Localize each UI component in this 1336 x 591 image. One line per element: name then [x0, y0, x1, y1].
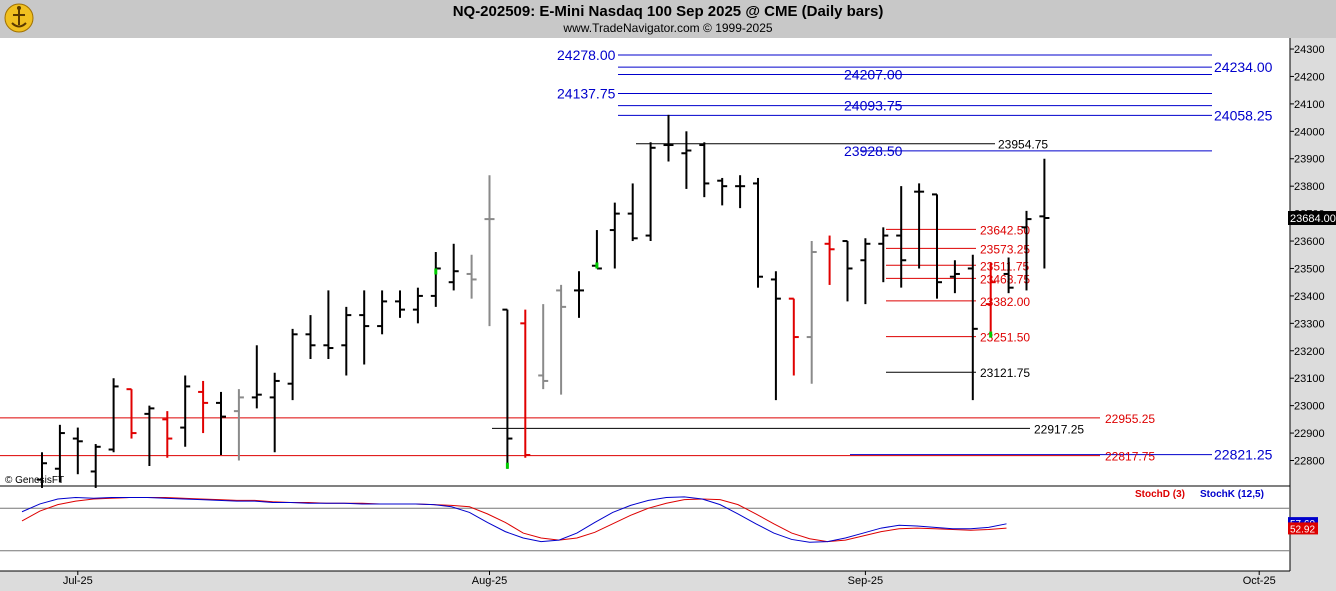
- stoch-d-value: 52.92: [1290, 524, 1315, 535]
- stoch-d-value-tag: [1288, 522, 1318, 535]
- price-levels-layer: 24278.00 24234.00 24207.00 24137.75 24093.75…: [0, 47, 1273, 464]
- price-axis-label: 24200: [1294, 71, 1325, 83]
- price-level-label: 22817.75: [1105, 450, 1155, 464]
- date-axis-label: Sep-25: [848, 575, 883, 587]
- price-axis-label: 23500: [1294, 263, 1325, 275]
- price-axis-label: 23100: [1294, 373, 1325, 385]
- price-level-label: 23573.25: [980, 242, 1030, 256]
- price-axis-label: 23300: [1294, 318, 1325, 330]
- date-axis-label: Oct-25: [1243, 575, 1276, 587]
- price-axis-label: 24000: [1294, 126, 1325, 138]
- price-axis-label: 23400: [1294, 291, 1325, 303]
- chart-title: NQ-202509: E-Mini Nasdaq 100 Sep 2025 @ …: [452, 3, 884, 20]
- price-level-label: 24058.25: [1214, 107, 1273, 123]
- chart-subtitle: www.TradeNavigator.com © 1999-2025: [563, 21, 773, 35]
- price-level-label: 23382.00: [980, 295, 1030, 309]
- last-price-tag: [1288, 211, 1336, 225]
- price-level-label: 24278.00: [557, 47, 616, 63]
- price-axis-label: 22800: [1294, 456, 1325, 468]
- price-level-label: 22821.25: [1214, 447, 1273, 463]
- price-axis-label: 24300: [1294, 44, 1325, 56]
- price-level-label: 23121.75: [980, 366, 1030, 380]
- price-axis-panel: [1290, 38, 1336, 591]
- price-level-label: 24234.00: [1214, 59, 1273, 75]
- price-axis-label: 22900: [1294, 428, 1325, 440]
- price-axis-label: 23800: [1294, 181, 1325, 193]
- tradenavigator-logo-icon: [4, 3, 34, 33]
- price-level-label: 24137.75: [557, 86, 616, 102]
- price-axis: 22800 22900 23000 23100 23200 23300 23400 23500…: [1288, 38, 1336, 571]
- watermark: © GenesisFT: [5, 475, 64, 486]
- chart-header: [0, 0, 1336, 38]
- price-axis-label: 23900: [1294, 154, 1325, 166]
- ohlc-bars-layer: [37, 114, 1050, 488]
- price-level-label: 23511.75: [980, 259, 1029, 273]
- price-level-label: 23928.50: [844, 143, 903, 159]
- stoch-k-legend: StochK (12,5): [1200, 489, 1264, 500]
- price-level-label: 23251.50: [980, 331, 1030, 345]
- date-axis: Jul-25 Aug-25 Sep-25 Oct-25: [0, 485, 1290, 587]
- last-price-label: 23684.00: [1290, 213, 1336, 225]
- price-level-label: 24093.75: [844, 98, 903, 114]
- stoch-d-legend: StochD (3): [1135, 489, 1185, 500]
- stoch-d-line: [21, 497, 1007, 543]
- price-level-label: 22917.25: [1034, 422, 1084, 436]
- stoch-k-line: [21, 496, 1007, 543]
- price-axis-label: 23600: [1294, 236, 1325, 248]
- price-axis-label: 23000: [1294, 401, 1325, 413]
- date-axis-panel: [0, 571, 1336, 591]
- price-level-label: 23954.75: [998, 138, 1048, 152]
- price-axis-label: 23200: [1294, 346, 1325, 358]
- stochastic-panel: StochD (3)StochK (12,5)57.6052.92: [0, 489, 1318, 572]
- price-level-label: 23642.50: [980, 223, 1030, 237]
- price-axis-label: 24100: [1294, 99, 1325, 111]
- date-axis-label: Jul-25: [63, 575, 93, 587]
- date-axis-label: Aug-25: [472, 575, 507, 587]
- price-level-label: 24207.00: [844, 67, 903, 83]
- price-level-label: 22955.25: [1105, 412, 1155, 426]
